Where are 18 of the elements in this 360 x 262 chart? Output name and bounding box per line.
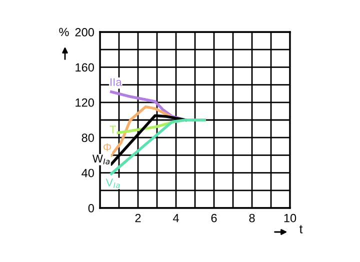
series-label: T bbox=[110, 126, 116, 134]
x-tick-label: 10 bbox=[284, 214, 296, 222]
series-label: Φ bbox=[103, 143, 112, 152]
x-tick-label: 6 bbox=[211, 214, 217, 222]
y-tick-label: 200 bbox=[75, 28, 94, 36]
series-label: IIa bbox=[110, 78, 122, 86]
x-tick-label: 4 bbox=[172, 214, 179, 222]
y-axis-title: % bbox=[59, 28, 69, 36]
y-tick-label: 40 bbox=[82, 168, 94, 178]
y-tick-label: 120 bbox=[76, 98, 94, 107]
series-label: V$_{Ia}$ bbox=[106, 178, 120, 188]
y-tick-label: 160 bbox=[76, 63, 94, 72]
x-axis-title: t bbox=[299, 225, 303, 234]
series-label: W$_{Ia}$ bbox=[92, 154, 110, 164]
x-tick-label: 2 bbox=[135, 214, 141, 222]
x-tick-label: 8 bbox=[249, 214, 255, 222]
y-tick-label: 0 bbox=[88, 204, 94, 212]
y-tick-label: 80 bbox=[82, 134, 94, 142]
